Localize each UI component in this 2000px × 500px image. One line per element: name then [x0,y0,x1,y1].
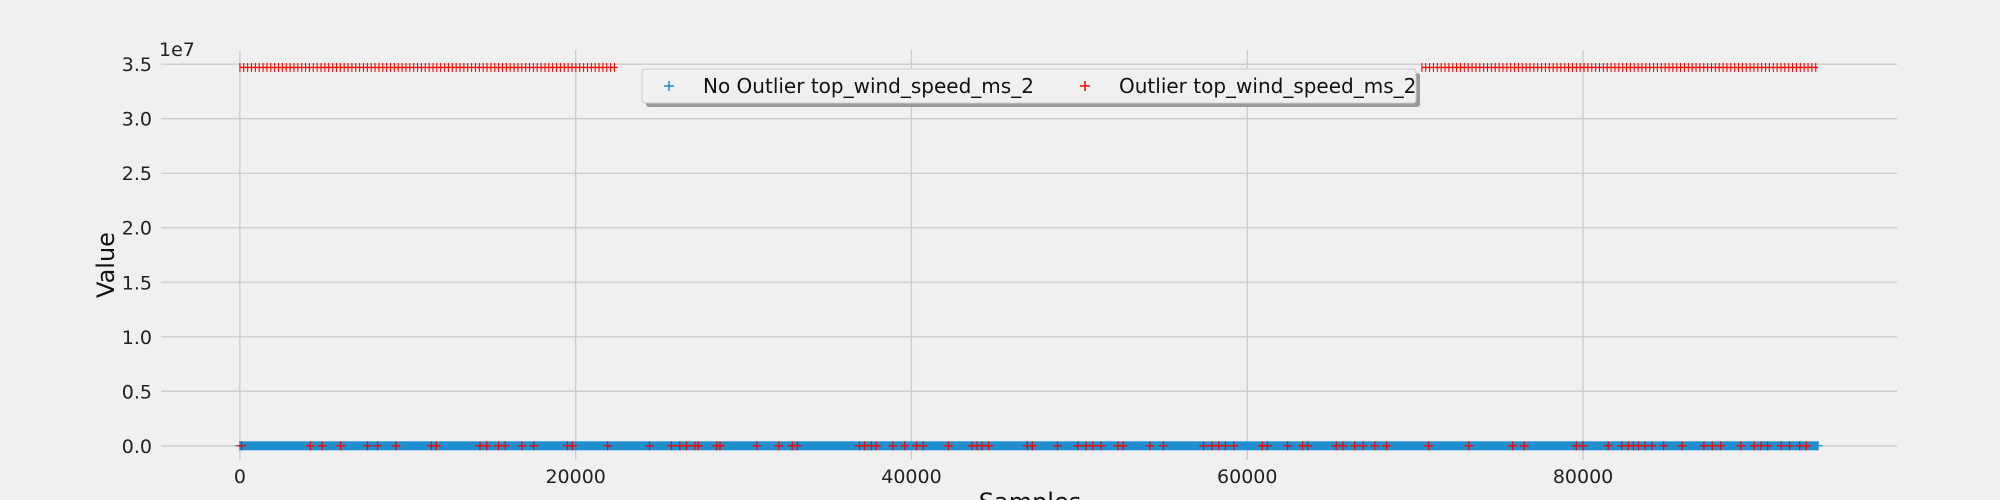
outlier-point [1027,441,1037,451]
outlier-point [363,441,373,451]
x-tick-label: 0 [234,466,246,488]
y-offset-label: 1e7 [159,39,195,61]
outlier-point [529,441,539,451]
outlier-point [1707,441,1717,451]
outlier-point [1262,441,1272,451]
outlier-point [517,441,527,451]
outlier-point [1785,441,1795,451]
outlier-point [645,441,655,451]
outlier-point [1145,441,1155,451]
outlier-point [1736,441,1746,451]
y-tick-label: 3.0 [122,109,152,131]
outlier-point [666,441,676,451]
outlier-point [317,441,327,451]
outlier-point [1424,441,1434,451]
outlier-point [567,441,577,451]
outlier-point [1283,441,1293,451]
outlier-point [1659,441,1669,451]
x-tick-label: 80000 [1553,466,1613,488]
outlier-point [482,441,492,451]
y-tick-label: 2.0 [122,218,152,240]
outlier-point [1716,441,1726,451]
outlier-point [1677,441,1687,451]
outlier-point [900,441,910,451]
legend: No Outlier top_wind_speed_ms_2 Outlier t… [641,68,1420,107]
outlier-point [1088,441,1098,451]
outlier-point [1229,441,1239,451]
outlier-point [1370,441,1380,451]
outlier-point [871,441,881,451]
outlier-point [715,441,725,451]
y-tick-label: 1.5 [122,272,152,294]
y-tick-label: 2.5 [122,163,152,185]
outlier-point [1464,441,1474,451]
x-axis-title: Samples [979,488,1082,500]
outlier-point [1699,441,1709,451]
y-tick-label: 1.0 [122,327,152,349]
outlier-point [431,441,441,451]
legend-label-outlier: Outlier top_wind_speed_ms_2 [1119,74,1416,98]
grid-lines [161,50,1897,460]
outlier-point [1578,441,1588,451]
outlier-point [1801,441,1811,451]
outlier-point [1118,441,1128,451]
outlier-point [1508,441,1518,451]
x-tick-label: 40000 [881,466,941,488]
outlier-point [603,441,613,451]
legend-marker-no-outlier [664,81,674,91]
outlier-point [1350,441,1360,451]
x-tick-label: 60000 [1217,466,1277,488]
y-tick-label: 0.5 [122,381,152,403]
outlier-point [237,441,247,451]
outlier-point [1303,441,1313,451]
outlier-point [1158,441,1168,451]
outlier-point [1763,441,1773,451]
outlier-point [1199,441,1209,451]
no-outlier-point [1813,441,1823,451]
outlier-point [984,441,994,451]
y-tick-label: 3.5 [122,54,152,76]
series-outlier [237,62,1819,451]
outlier-point [391,441,401,451]
outlier-point [1073,441,1083,451]
outlier-point [305,441,315,451]
outlier-point [752,441,762,451]
y-axis-ticks: 0.0 0.5 1.0 1.5 2.0 2.5 3.0 3.5 [122,54,152,458]
outlier-point [693,441,703,451]
legend-marker-outlier [1080,81,1090,91]
outlier-point [1603,441,1613,451]
outlier-point [1220,441,1230,451]
outlier-point [500,441,510,451]
outlier-point [943,441,953,451]
x-axis-ticks: 0 20000 40000 60000 80000 [234,466,1613,488]
y-axis-title: Value [92,232,120,298]
outlier-point [373,441,383,451]
outlier-point [336,441,346,451]
outlier-point [918,441,928,451]
legend-box [641,68,1417,104]
outlier-point [1338,441,1348,451]
legend-label-no-outlier: No Outlier top_wind_speed_ms_2 [703,74,1034,98]
outlier-point [1053,441,1063,451]
outlier-point [1096,441,1106,451]
outlier-point [682,441,692,451]
x-tick-label: 20000 [545,466,605,488]
y-tick-label: 0.0 [122,436,152,458]
outlier-point [774,441,784,451]
outlier-point [888,441,898,451]
outlier-point [1382,441,1392,451]
outlier-point [1776,441,1786,451]
outlier-point [1647,441,1657,451]
outlier-point [1358,441,1368,451]
outlier-point [792,441,802,451]
outlier-point [1519,441,1529,451]
